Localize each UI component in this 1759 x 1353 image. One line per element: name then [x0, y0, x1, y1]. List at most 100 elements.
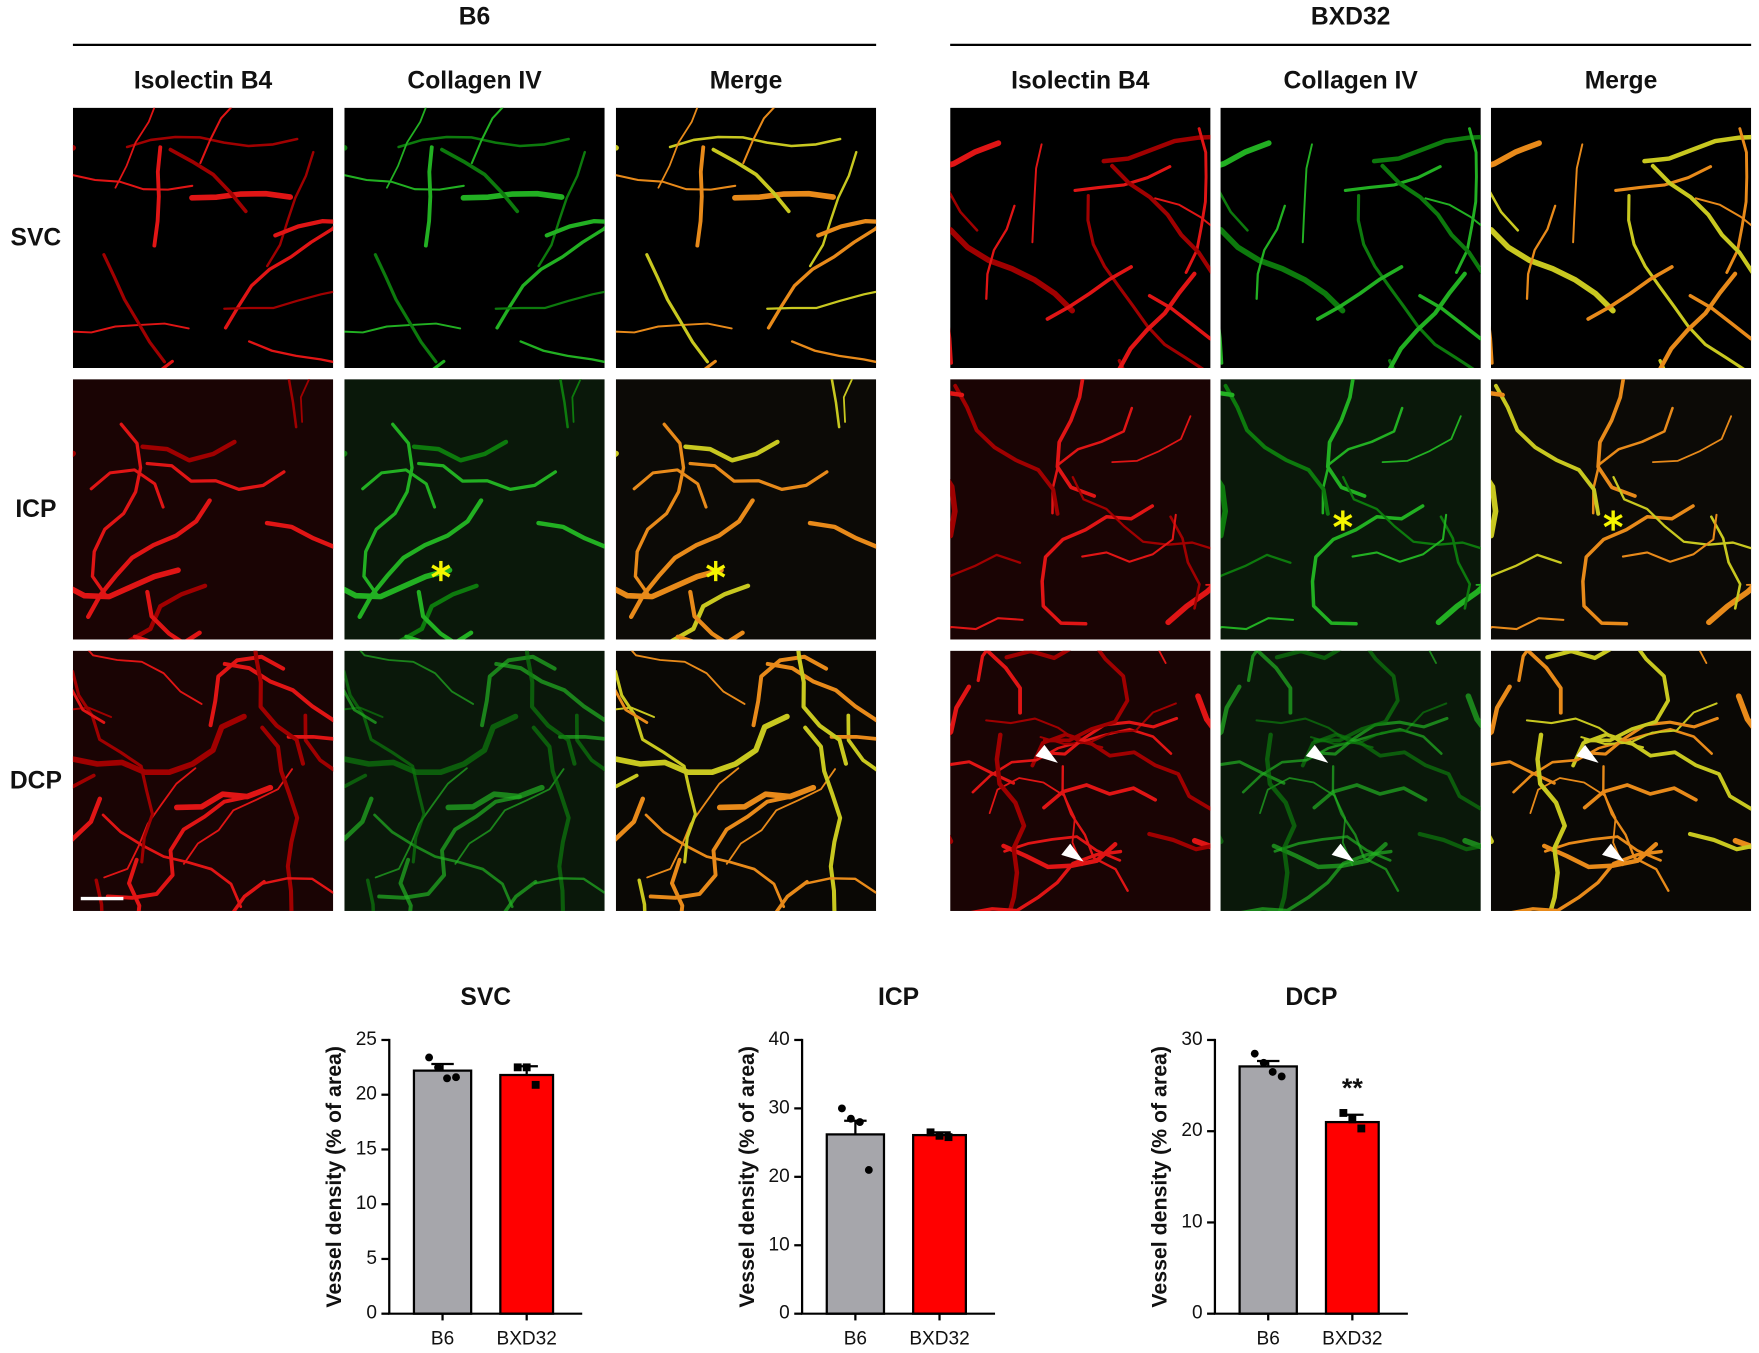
- vessel: [460, 190, 565, 201]
- micrograph-content: [344, 650, 605, 911]
- vessel: [1004, 650, 1072, 661]
- micrograph-content: [1490, 379, 1752, 640]
- vessel: [1512, 727, 1713, 794]
- asterisk-marker: [706, 564, 726, 578]
- vessel: [344, 567, 453, 600]
- vessel: [1650, 163, 1752, 275]
- arrowhead: [1305, 744, 1329, 763]
- vessel: [72, 174, 194, 191]
- bar: [1238, 1065, 1298, 1315]
- vessel: [985, 717, 1104, 749]
- vessel: [774, 880, 809, 911]
- y-tick-label: 0: [1192, 1303, 1203, 1324]
- vessel: [72, 796, 103, 842]
- vessel: [344, 713, 519, 775]
- vessel: [950, 553, 1022, 578]
- vessel: [1543, 835, 1662, 862]
- x-tick-label: B6: [844, 1329, 867, 1350]
- vessel: [94, 878, 104, 911]
- vessel: [247, 340, 334, 364]
- vessel: [829, 735, 877, 741]
- vessel: [1688, 294, 1752, 341]
- asterisk-marker: [1603, 514, 1623, 528]
- vessel: [173, 784, 274, 811]
- vessel: [1706, 584, 1752, 626]
- vessel: [648, 794, 794, 900]
- vessel: [1255, 717, 1374, 749]
- data-point: [855, 1118, 864, 1127]
- vessel: [365, 878, 375, 911]
- vessel: [615, 567, 724, 600]
- vessel: [1581, 504, 1695, 626]
- vessel: [985, 204, 1016, 300]
- micrograph-bg: [344, 107, 605, 369]
- vessel: [950, 617, 1024, 631]
- micrograph-content: [72, 379, 334, 640]
- vessel: [711, 147, 791, 214]
- vessel: [140, 439, 237, 463]
- y-axis-label: Vessel density (% of area): [735, 1046, 759, 1308]
- y-axis-label: Vessel density (% of area): [322, 1046, 346, 1308]
- vessel: [976, 650, 989, 683]
- vessel: [1356, 194, 1475, 369]
- vessel: [524, 650, 577, 766]
- vessel: [1580, 702, 1718, 746]
- vessel: [1117, 271, 1197, 369]
- row-label: ICP: [15, 496, 56, 523]
- vessel: [398, 857, 413, 911]
- y-tick-label: 20: [1181, 1120, 1202, 1141]
- vessel: [470, 107, 504, 165]
- vessel: [1147, 294, 1211, 341]
- vessel: [732, 190, 836, 201]
- chart-title: DCP: [1285, 984, 1337, 1011]
- vessel: [953, 383, 1060, 516]
- vessel: [1490, 617, 1565, 631]
- vessel: [695, 145, 706, 248]
- micrograph-content: [615, 107, 877, 369]
- micrograph: [1220, 650, 1481, 911]
- vessel: [266, 150, 315, 268]
- data-point: [452, 1073, 460, 1082]
- vessel: [1511, 849, 1663, 911]
- vessel: [303, 713, 334, 772]
- arrowhead: [1331, 843, 1355, 862]
- vessel: [102, 253, 167, 364]
- vessel: [1687, 831, 1752, 852]
- micrograph-content: [1490, 107, 1752, 369]
- vessel: [1545, 650, 1612, 661]
- vessel: [72, 567, 181, 600]
- vessel: [264, 520, 334, 549]
- vessel: [1241, 849, 1393, 911]
- vessel: [950, 760, 1016, 785]
- vessel: [1621, 513, 1718, 563]
- vessel: [716, 784, 817, 811]
- vessel: [1490, 684, 1512, 736]
- vessel: [751, 654, 829, 728]
- vessel: [1417, 831, 1481, 852]
- vessel: [1612, 475, 1752, 550]
- data-point: [935, 1131, 944, 1140]
- group-title: BXD32: [1311, 4, 1390, 31]
- vessel: [273, 219, 334, 238]
- data-point: [443, 1074, 451, 1083]
- micrograph-content: [1220, 379, 1481, 640]
- vessel: [377, 794, 522, 900]
- arrowhead: [1061, 843, 1084, 862]
- vessel: [637, 878, 647, 911]
- vessel: [105, 794, 251, 900]
- vessel: [199, 107, 233, 165]
- bar: [912, 1133, 968, 1315]
- micrograph-content: [344, 379, 605, 640]
- vessel: [574, 713, 605, 772]
- x-tick-label: BXD32: [1322, 1329, 1382, 1350]
- micrograph: [344, 107, 605, 369]
- micrograph: [72, 650, 334, 911]
- vessel: [1220, 684, 1242, 736]
- data-point: [926, 1128, 935, 1137]
- vessel: [816, 219, 877, 238]
- data-point: [1250, 1049, 1259, 1058]
- vessel: [688, 589, 725, 640]
- vessel: [344, 669, 426, 864]
- vessel: [1031, 143, 1043, 244]
